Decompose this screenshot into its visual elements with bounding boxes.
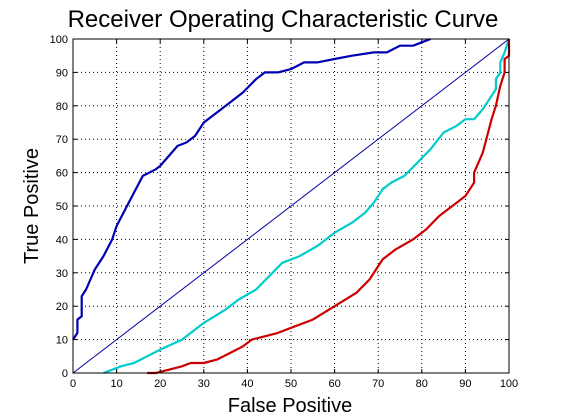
x-tick-label: 60 bbox=[328, 378, 340, 390]
x-tick-label: 10 bbox=[110, 378, 122, 390]
y-axis-label: True Positive bbox=[21, 148, 43, 264]
y-tick-label: 100 bbox=[50, 34, 68, 46]
chart-title: Receiver Operating Characteristic Curve bbox=[68, 6, 499, 33]
y-tick-label: 70 bbox=[56, 134, 68, 146]
roc-curve-2 bbox=[103, 38, 511, 375]
x-tick-label: 20 bbox=[154, 378, 166, 390]
x-tick-label: 80 bbox=[416, 378, 428, 390]
y-tick-label: 90 bbox=[56, 67, 68, 79]
y-tick-label: 10 bbox=[56, 335, 68, 347]
y-tick-label: 20 bbox=[56, 301, 68, 313]
x-tick-label: 50 bbox=[285, 378, 297, 390]
x-tick-label: 0 bbox=[70, 378, 76, 390]
y-tick-label: 50 bbox=[56, 201, 68, 213]
ticks: 0 10 20 30 40 50 60 70 80 90 100 0 10 20 30 40 50 60 70 80 9… bbox=[50, 34, 519, 390]
x-tick-label: 90 bbox=[459, 378, 471, 390]
grid bbox=[73, 39, 509, 373]
series-lines bbox=[72, 37, 511, 375]
y-tick-label: 30 bbox=[56, 268, 68, 280]
y-tick-label: 80 bbox=[56, 101, 68, 113]
roc-curve-1 bbox=[72, 37, 431, 341]
y-tick-label: 40 bbox=[56, 234, 68, 246]
x-tick-label: 100 bbox=[500, 378, 518, 390]
x-tick-label: 70 bbox=[372, 378, 384, 390]
x-tick-label: 30 bbox=[198, 378, 210, 390]
diagonal-reference-line bbox=[72, 38, 510, 374]
roc-curve-3 bbox=[147, 39, 511, 375]
y-tick-label: 60 bbox=[56, 168, 68, 180]
x-tick-label: 40 bbox=[241, 378, 253, 390]
y-tick-label: 0 bbox=[62, 368, 68, 380]
x-axis-label: False Positive bbox=[228, 395, 353, 417]
